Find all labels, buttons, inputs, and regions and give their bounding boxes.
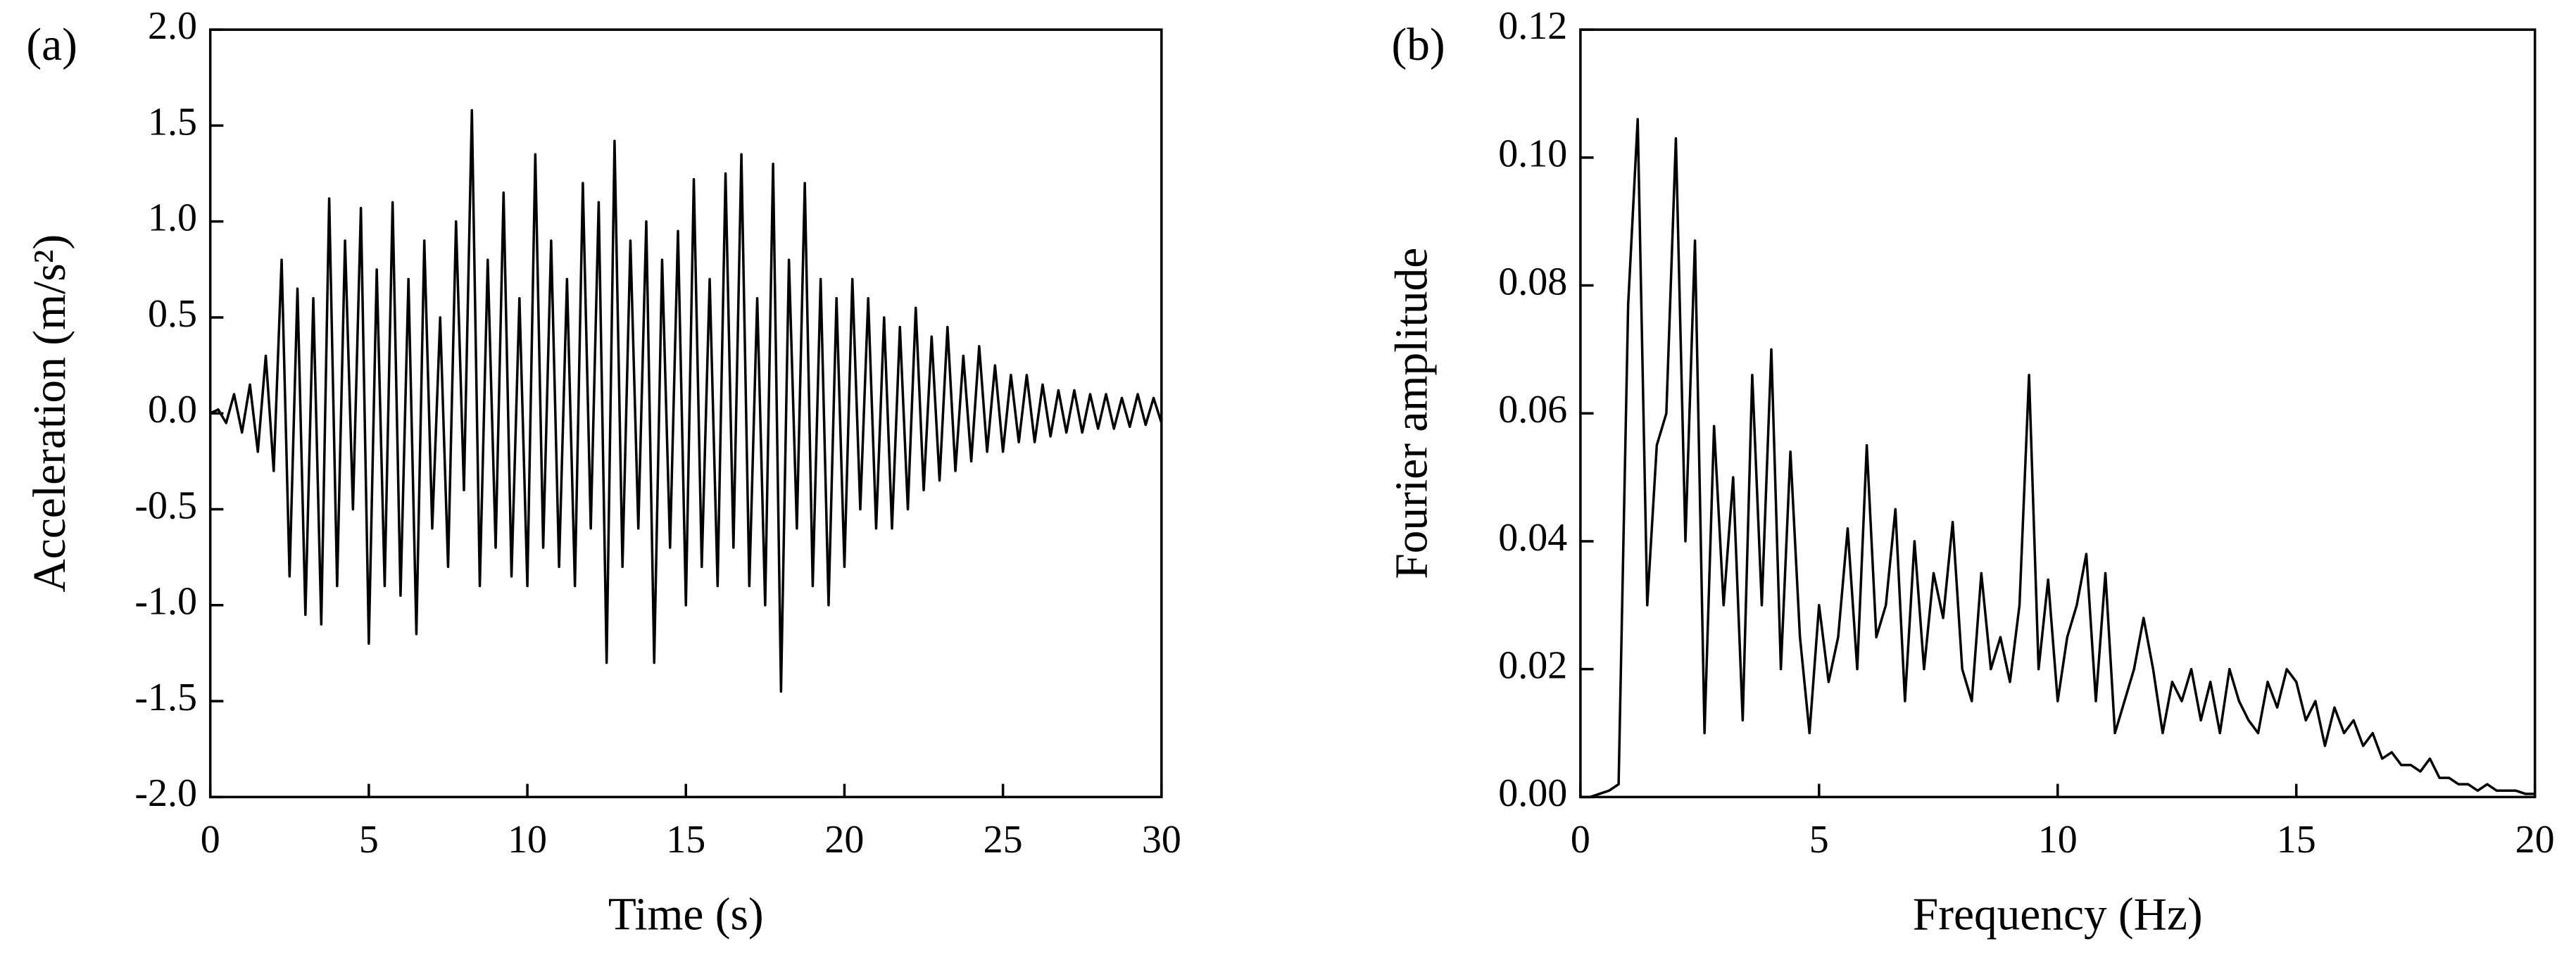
x-tick-label: 30 — [1142, 818, 1181, 862]
x-tick-label: 5 — [1809, 818, 1829, 862]
y-tick-label: 0.5 — [148, 292, 197, 336]
x-tick-label: 0 — [201, 818, 220, 862]
y-tick-label: 0.00 — [1498, 771, 1567, 815]
x-tick-label: 5 — [359, 818, 379, 862]
data-line — [209, 108, 1163, 693]
panel-label: (a) — [26, 20, 77, 70]
y-tick-label: -1.5 — [134, 676, 197, 719]
panel-label: (b) — [1392, 20, 1445, 70]
plot-frame — [1579, 28, 2537, 799]
x-axis-label: Frequency (Hz) — [1913, 889, 2203, 940]
y-tick-label: 0.06 — [1498, 388, 1567, 431]
y-tick-label: -2.0 — [134, 771, 197, 815]
x-tick-label: 20 — [824, 818, 864, 862]
x-tick-label: 10 — [508, 818, 547, 862]
y-tick-label: 0.10 — [1498, 132, 1567, 176]
x-tick-label: 10 — [2038, 818, 2078, 862]
y-tick-label: 0.12 — [1498, 4, 1567, 48]
y-axis-label: Acceleration (m/s²) — [25, 234, 75, 593]
y-tick-label: -0.5 — [134, 484, 197, 527]
x-tick-label: 0 — [1571, 818, 1590, 862]
y-tick-label: 1.0 — [148, 196, 197, 240]
y-tick-label: 1.5 — [148, 100, 197, 144]
x-tick-label: 15 — [2277, 818, 2316, 862]
y-axis-label: Fourier amplitude — [1387, 248, 1438, 579]
plot-frame — [208, 28, 1163, 799]
y-tick-label: -1.0 — [134, 580, 197, 624]
x-axis-label: Time (s) — [608, 889, 764, 940]
x-tick-label: 20 — [2515, 818, 2555, 862]
y-tick-label: 0.0 — [148, 388, 197, 431]
data-line — [1580, 118, 2535, 799]
x-tick-label: 25 — [984, 818, 1023, 862]
y-tick-label: 2.0 — [148, 4, 197, 48]
y-tick-label: 0.08 — [1498, 260, 1567, 303]
x-tick-label: 15 — [666, 818, 705, 862]
y-tick-label: 0.04 — [1498, 516, 1567, 560]
y-tick-label: 0.02 — [1498, 643, 1567, 687]
